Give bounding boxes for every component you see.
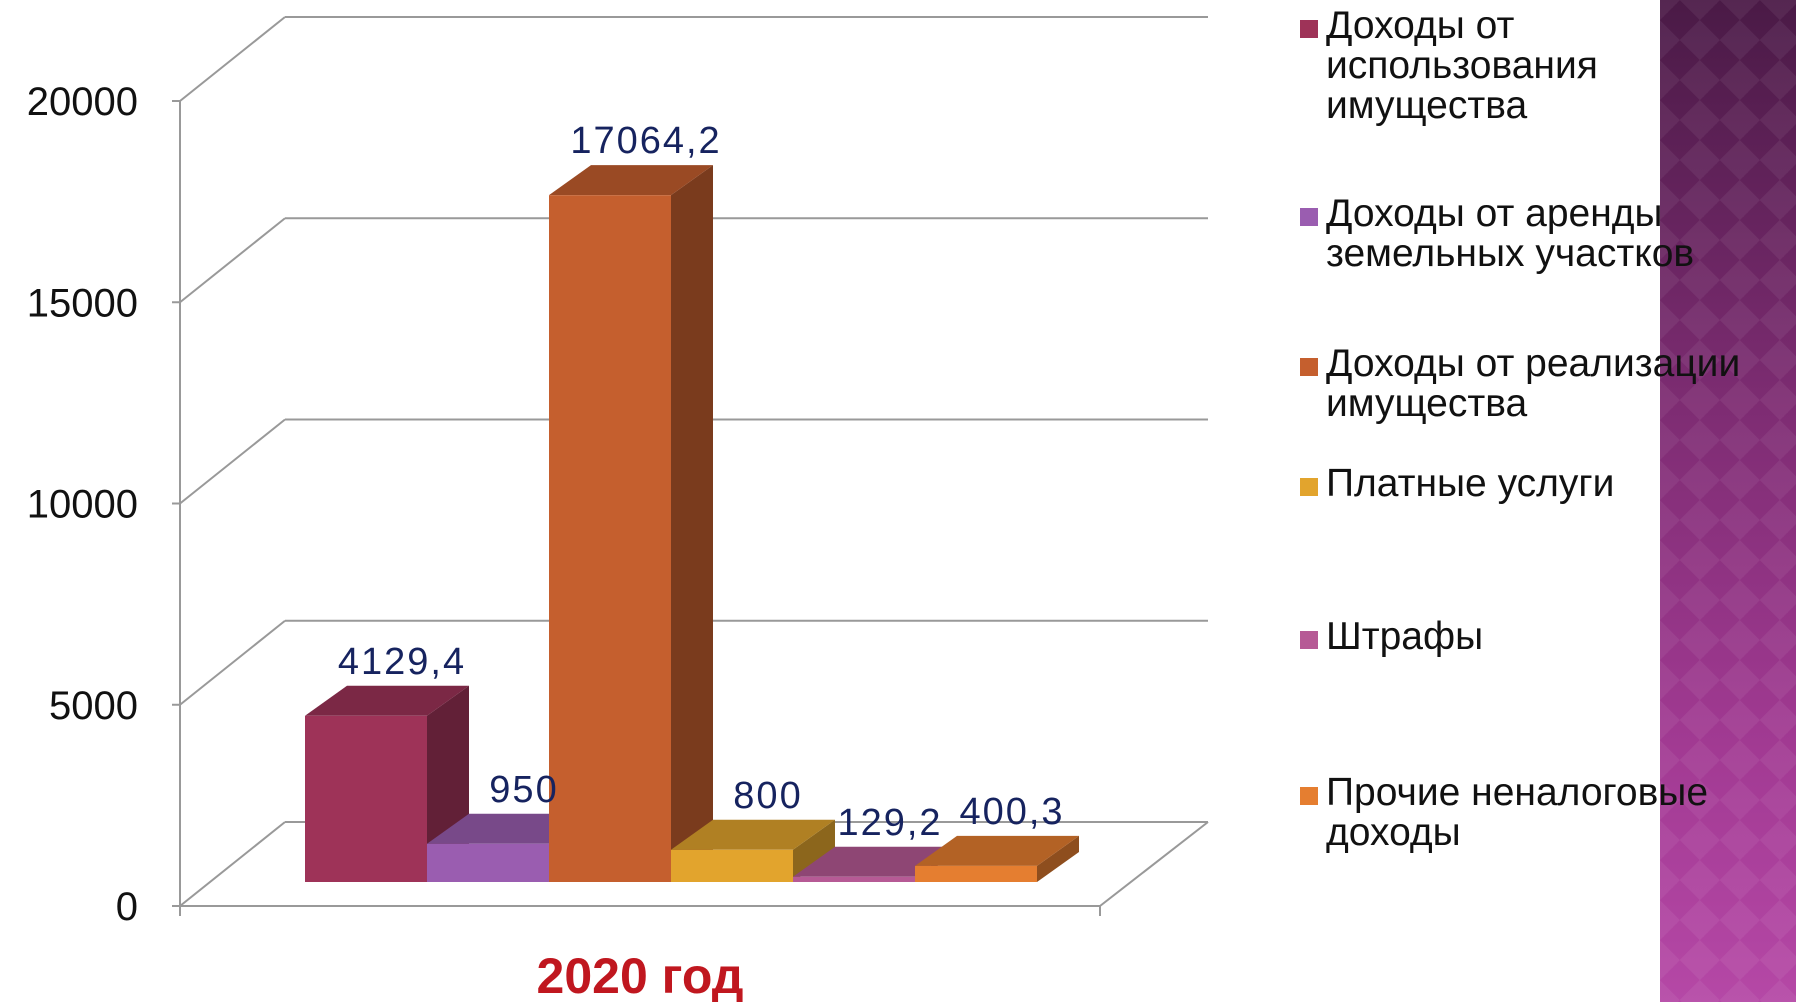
bar-front-face	[915, 865, 1037, 882]
side-wall-gridline	[179, 619, 286, 706]
y-tick-label: 15000	[27, 281, 138, 325]
chart-bars	[305, 165, 1079, 882]
bar-top-face	[915, 835, 1079, 866]
data-label: 800	[733, 775, 802, 817]
bar-3d	[671, 819, 835, 882]
legend-label: Доходы от реализации имущества	[1326, 342, 1741, 425]
legend-label: Штрафы	[1326, 615, 1484, 658]
legend-item: Доходы от аренды земельных участков	[1300, 194, 1694, 274]
side-wall-gridline	[179, 821, 286, 907]
bar-front-face	[427, 843, 549, 882]
bar-top-face	[549, 165, 713, 196]
legend-label: Прочие неналоговые доходы	[1326, 771, 1709, 854]
legend-swatch	[1300, 20, 1318, 38]
legend-label: Платные услуги	[1326, 462, 1615, 505]
legend-swatch	[1300, 478, 1318, 496]
bar-side-face	[1037, 835, 1079, 882]
legend-swatch	[1300, 631, 1318, 649]
legend-label: Доходы от использования имущества	[1326, 4, 1598, 127]
legend-label: Доходы от аренды земельных участков	[1326, 192, 1695, 275]
y-axis-ticks: 0 5000 10000 15000 20000	[27, 80, 138, 929]
bar-side-face	[793, 819, 835, 882]
x-axis-category-label: 2020 год	[537, 948, 744, 1002]
side-wall-gridline	[179, 217, 286, 304]
bar-side-face	[671, 165, 713, 882]
legend-swatch	[1300, 787, 1318, 805]
data-label: 4129,4	[338, 641, 466, 683]
legend-item: Штрафы	[1300, 617, 1483, 657]
y-tick-label: 10000	[27, 483, 138, 527]
legend-item: Доходы от использования имущества	[1300, 6, 1598, 126]
data-label: 400,3	[959, 791, 1064, 833]
legend-item: Доходы от реализации имущества	[1300, 344, 1740, 424]
y-tick-label: 20000	[27, 80, 138, 124]
chart-grid	[172, 16, 1209, 916]
legend-item: Платные услуги	[1300, 464, 1614, 504]
data-label: 950	[489, 769, 558, 811]
bar-front-face	[793, 876, 915, 882]
bar-front-face	[549, 195, 671, 882]
data-label: 17064,2	[570, 120, 721, 162]
side-wall-gridline	[179, 16, 286, 102]
bar-top-face	[671, 819, 835, 850]
bar-front-face	[305, 715, 427, 882]
y-tick-label: 5000	[49, 684, 138, 728]
floor-right-edge	[1099, 821, 1209, 907]
legend-item: Прочие неналоговые доходы	[1300, 773, 1708, 853]
data-label: 129,2	[837, 802, 942, 844]
chart-legend: Доходы от использования имущества Доходы…	[1300, 0, 1796, 1002]
side-wall-gridline	[179, 418, 286, 505]
legend-swatch	[1300, 358, 1318, 376]
legend-swatch	[1300, 208, 1318, 226]
bar-3d	[549, 165, 713, 882]
bar-front-face	[671, 849, 793, 882]
decorative-side-strip	[1660, 0, 1796, 1002]
y-tick-label: 0	[116, 885, 138, 929]
bar-3d	[915, 835, 1079, 882]
bar-top-face	[305, 685, 469, 716]
data-labels: 4129,4 950 17064,2 800 129,2 400,3	[338, 120, 1064, 844]
